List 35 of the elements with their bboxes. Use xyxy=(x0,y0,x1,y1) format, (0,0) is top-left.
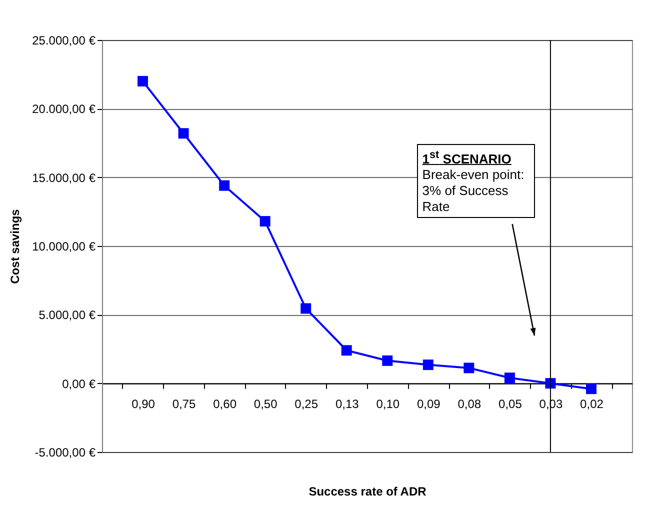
x-tick-label: 0,90 xyxy=(132,396,156,411)
y-tick-label: -5.000,00 € xyxy=(34,446,96,460)
point xyxy=(300,303,312,314)
x-tick-label: 0,25 xyxy=(294,396,318,411)
annotation: 1$^{st}$ SCENARIO xyxy=(422,148,512,168)
x-tick-label: 0,50 xyxy=(254,396,278,411)
x-tick-label: 0,02 xyxy=(580,396,604,411)
x-tick-label: 0,05 xyxy=(498,396,522,411)
x-tick-label: 0,75 xyxy=(172,396,196,411)
point xyxy=(545,378,556,389)
y-axis-title: Cost savings xyxy=(8,208,22,284)
y-tick-label: 20.000,00 € xyxy=(32,102,96,116)
y-tick-label: 0,00 € xyxy=(62,376,96,391)
y-tick-label: 10.000,00 € xyxy=(32,240,96,254)
point xyxy=(260,216,270,227)
point xyxy=(138,76,148,86)
x-tick-label: 0,13 xyxy=(335,396,360,411)
y-tick-label: 15.000,00 € xyxy=(32,170,96,185)
annotation: Break-even point: 3% of Success Rate xyxy=(422,167,526,216)
point xyxy=(382,355,393,366)
note-box: 1$^{st}$ SCENARIO Break-even point: 3% of Success Rate xyxy=(417,144,536,218)
point xyxy=(422,360,434,370)
x-tick-label: 0,60 xyxy=(213,396,237,411)
point xyxy=(219,180,230,191)
point xyxy=(178,128,189,139)
x-tick-label: 0,08 xyxy=(458,396,482,411)
x-axis-title: Success rate of ADR xyxy=(308,484,427,498)
y-tick-label: 25.000,00 € xyxy=(32,34,96,48)
point xyxy=(586,384,596,394)
y-tick-label: 5.000,00 € xyxy=(38,308,96,322)
x-tick-label: 0,10 xyxy=(376,396,400,411)
point xyxy=(341,345,352,356)
point xyxy=(464,362,474,374)
point xyxy=(504,372,515,384)
x-tick-label: 0,09 xyxy=(416,396,441,411)
